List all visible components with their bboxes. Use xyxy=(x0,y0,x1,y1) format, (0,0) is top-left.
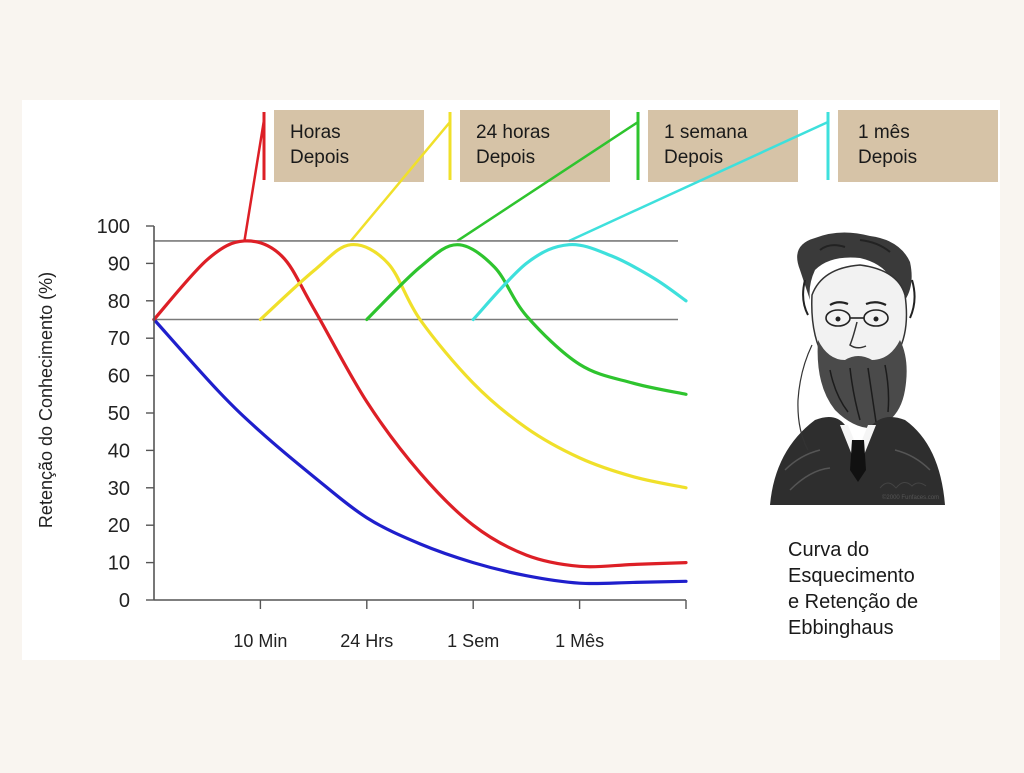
y-tick-label: 40 xyxy=(108,440,130,462)
y-tick-label: 50 xyxy=(108,403,130,425)
y-tick-label: 0 xyxy=(119,590,130,612)
annotation-box xyxy=(460,110,610,182)
y-axis-title: Retenção do Conhecimento (%) xyxy=(36,272,56,528)
annotation-3: 1 mês Depois xyxy=(568,110,998,243)
axes: 0 10 20 30 40 50 60 70 80 90 100 10 Min 24 Hrs 1 Sem 1… xyxy=(97,216,687,651)
y-tick-label: 10 xyxy=(108,553,130,575)
annotation-connector xyxy=(243,119,266,242)
annotation-text: Horas xyxy=(290,122,341,143)
annotation-text: Depois xyxy=(858,147,917,168)
annotation-connector xyxy=(456,120,639,243)
y-tick-label: 20 xyxy=(108,515,130,537)
ebbinghaus-portrait xyxy=(770,232,945,505)
series-line-1 xyxy=(152,239,688,569)
caption-line: Esquecimento xyxy=(788,565,915,587)
chart-caption: Curva do Esquecimento e Retenção de Ebbingh… xyxy=(788,539,918,639)
series-line-3 xyxy=(365,243,688,396)
y-tick-label: 80 xyxy=(108,291,130,313)
x-tick-label: 1 Mês xyxy=(555,631,604,651)
y-tick-label: 100 xyxy=(97,216,130,238)
series-layer xyxy=(152,239,688,586)
annotation-1: 24 horas Depois xyxy=(349,110,610,242)
annotation-connector xyxy=(568,120,829,243)
x-tick-label: 24 Hrs xyxy=(340,631,393,651)
x-tick-label: 10 Min xyxy=(233,631,287,651)
series-line-0 xyxy=(152,317,688,586)
caption-line: Curva do xyxy=(788,539,869,561)
series-line-4 xyxy=(471,242,688,322)
annotation-text: 1 semana xyxy=(664,122,748,143)
annotation-text: Depois xyxy=(290,147,349,168)
annotation-0: Horas Depois xyxy=(243,110,424,242)
caption-line: e Retenção de xyxy=(788,591,918,613)
annotation-box xyxy=(838,110,998,182)
annotation-text: 1 mês xyxy=(858,122,910,143)
annotation-text: 24 horas xyxy=(476,122,550,143)
annotation-text: Depois xyxy=(476,147,535,168)
series-line-2 xyxy=(258,243,688,490)
y-tick-label: 30 xyxy=(108,478,130,500)
portrait-credit: ©2000 Funfaces.com xyxy=(882,494,939,501)
y-tick-label: 60 xyxy=(108,366,130,388)
x-tick-label: 1 Sem xyxy=(447,631,499,651)
caption-line: Ebbinghaus xyxy=(788,617,894,639)
y-tick-label: 70 xyxy=(108,328,130,350)
annotation-connector xyxy=(349,121,451,242)
annotation-box xyxy=(274,110,424,182)
y-tick-label: 90 xyxy=(108,253,130,275)
annotation-text: Depois xyxy=(664,147,723,168)
